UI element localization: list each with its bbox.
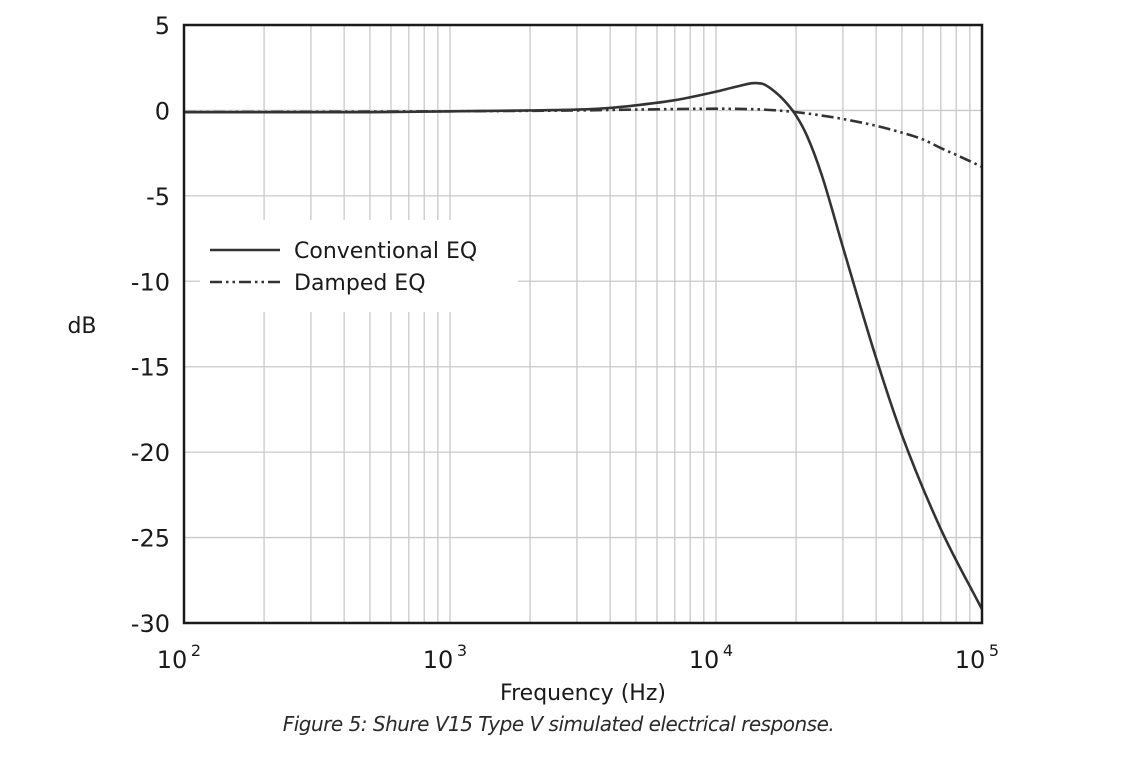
y-tick-label: -30 (131, 610, 170, 638)
x-tick-label: 10 (423, 646, 454, 674)
y-axis-title: dB (67, 314, 96, 339)
legend-label-2: Damped EQ (294, 271, 426, 296)
x-tick-label: 10 (955, 646, 986, 674)
legend-label-1: Conventional EQ (294, 239, 477, 264)
series-layer (183, 81, 984, 610)
plot-frame (182, 23, 984, 625)
x-tick-exponent: 3 (457, 641, 467, 660)
grid (184, 25, 982, 623)
y-tick-label: -15 (131, 354, 170, 382)
x-tick-label: 10 (157, 646, 188, 674)
y-tick-label: -10 (131, 268, 170, 296)
x-tick-label: 10 (689, 646, 720, 674)
x-tick-exponent: 2 (191, 641, 201, 660)
y-tick-label: -20 (131, 439, 170, 467)
x-tick-exponent: 5 (989, 641, 999, 660)
legend: Conventional EQ Damped EQ (200, 220, 518, 312)
x-axis-title: Frequency (Hz) (500, 681, 666, 706)
series-line-2 (183, 107, 983, 168)
y-tick-label: 0 (155, 97, 170, 125)
x-tick-exponent: 4 (723, 641, 733, 660)
y-tick-label: 5 (155, 12, 170, 40)
y-tick-label: -25 (131, 525, 170, 553)
series-line-1 (184, 81, 984, 610)
y-tick-label: -5 (146, 183, 170, 211)
figure-caption: Figure 5: Shure V15 Type V simulated ele… (282, 712, 835, 736)
legend-background (200, 220, 518, 312)
